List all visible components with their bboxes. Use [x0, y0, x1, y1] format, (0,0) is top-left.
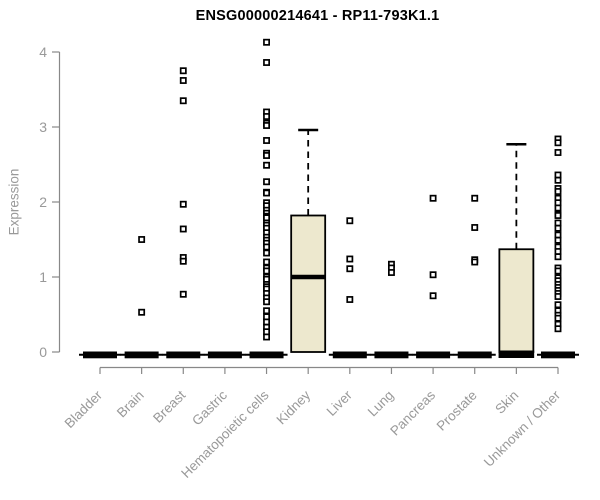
box-collapsed-prostate [457, 351, 492, 359]
x-category-label-liver: Liver [324, 387, 356, 419]
box-collapsed-breast [166, 351, 201, 359]
outlier-point-unknown-other [554, 149, 562, 156]
outlier-point-unknown-other [554, 236, 562, 244]
y-tick-label-1: 1 [39, 269, 47, 285]
outlier-point-unknown-other [554, 139, 562, 147]
outlier-point-breast [179, 290, 187, 298]
box-skin [498, 248, 535, 353]
x-category-label-prostate: Prostate [434, 388, 480, 434]
outlier-point-hematopoietic-cells [263, 333, 270, 341]
outlier-point-hematopoietic-cells [263, 137, 270, 144]
chart-title: ENSG00000214641 - RP11-793K1.1 [195, 8, 440, 24]
outlier-point-hematopoietic-cells [263, 243, 270, 251]
outlier-point-breast [179, 97, 187, 105]
outlier-point-hematopoietic-cells [263, 152, 270, 159]
box-collapsed-liver [332, 351, 367, 359]
y-tick-label-2: 2 [39, 194, 47, 210]
outlier-point-breast [179, 257, 187, 265]
outlier-point-breast [179, 200, 187, 208]
outlier-point-hematopoietic-cells [263, 267, 270, 275]
outlier-point-unknown-other [554, 253, 562, 261]
outlier-point-prostate [471, 194, 479, 202]
x-category-label-unknown-other: Unknown / Other [481, 387, 564, 470]
outlier-point-hematopoietic-cells [263, 249, 270, 257]
outlier-point-hematopoietic-cells [263, 113, 270, 120]
outlier-point-liver [346, 217, 354, 225]
box-collapsed-brain [124, 351, 159, 359]
x-category-label-skin: Skin [492, 388, 521, 417]
outlier-point-prostate [471, 258, 479, 266]
outlier-point-unknown-other [554, 188, 562, 195]
box-collapsed-bladder [83, 351, 117, 359]
outlier-point-lung [388, 269, 395, 276]
outlier-point-unknown-other [554, 204, 562, 212]
outlier-point-pancreas [429, 271, 437, 279]
outlier-point-breast [179, 225, 187, 233]
box-collapsed-gastric [207, 351, 242, 359]
outlier-point-pancreas [429, 292, 437, 300]
outlier-point-hematopoietic-cells [263, 161, 270, 169]
outlier-point-brain [138, 308, 146, 316]
outlier-point-prostate [471, 224, 479, 231]
box-collapsed-hematopoietic-cells [249, 351, 284, 359]
outlier-point-hematopoietic-cells [263, 178, 270, 186]
outlier-point-hematopoietic-cells [263, 59, 270, 66]
outlier-point-hematopoietic-cells [263, 258, 270, 266]
outlier-point-liver [346, 296, 354, 303]
x-category-label-bladder: Bladder [62, 387, 106, 431]
box-collapsed-pancreas [416, 351, 451, 359]
outlier-point-liver [346, 265, 354, 273]
outlier-point-unknown-other [554, 176, 562, 184]
y-tick-label-0: 0 [39, 344, 47, 360]
x-category-label-breast: Breast [150, 387, 188, 425]
outlier-point-hematopoietic-cells [263, 38, 270, 46]
outlier-point-unknown-other [554, 314, 562, 322]
box-collapsed-unknown-other [541, 351, 575, 359]
outlier-point-hematopoietic-cells [263, 298, 270, 306]
outlier-point-pancreas [429, 194, 437, 202]
outlier-point-unknown-other [554, 301, 562, 309]
x-category-label-kidney: Kidney [274, 387, 314, 427]
outlier-point-unknown-other [554, 224, 562, 232]
outlier-point-unknown-other [554, 267, 562, 275]
box-kidney [290, 214, 327, 353]
x-category-label-lung: Lung [365, 388, 397, 420]
outlier-point-liver [346, 255, 354, 263]
outlier-point-hematopoietic-cells [263, 307, 270, 315]
outlier-point-breast [179, 67, 187, 75]
x-category-label-brain: Brain [114, 388, 147, 421]
box-collapsed-lung [374, 351, 409, 359]
outlier-point-hematopoietic-cells [263, 189, 270, 197]
x-category-label-pancreas: Pancreas [387, 387, 438, 438]
outlier-point-unknown-other [554, 325, 562, 333]
outlier-point-unknown-other [554, 212, 562, 219]
y-tick-label-4: 4 [39, 44, 47, 60]
outlier-point-unknown-other [554, 293, 562, 300]
median-line-skin [498, 350, 535, 358]
outlier-point-brain [138, 236, 146, 243]
y-tick-label-3: 3 [39, 119, 47, 135]
outlier-point-breast [179, 77, 187, 84]
x-category-label-gastric: Gastric [189, 387, 230, 428]
outlier-point-hematopoietic-cells [263, 122, 270, 129]
